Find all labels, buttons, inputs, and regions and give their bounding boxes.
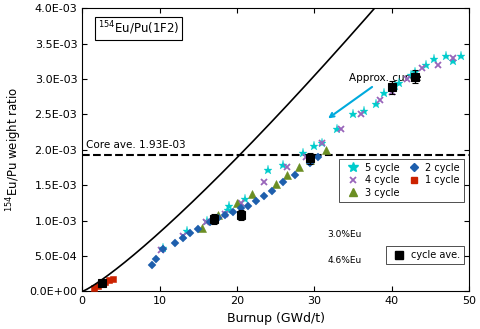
X-axis label: Burnup (GWd/t): Burnup (GWd/t): [227, 312, 324, 325]
3 cycle: [273, 182, 278, 186]
5 cycle: [412, 70, 418, 74]
5 cycle: [335, 127, 340, 131]
3 cycle: [215, 213, 220, 217]
2 cycle: [149, 263, 155, 266]
3 cycle: [296, 165, 301, 169]
Legend: cycle ave.: cycle ave.: [386, 246, 464, 264]
4 cycle: [284, 165, 290, 169]
5 cycle: [393, 84, 398, 88]
3 cycle: [323, 148, 329, 152]
5 cycle: [184, 229, 190, 233]
2 cycle: [307, 161, 313, 164]
4 cycle: [203, 220, 209, 224]
2 cycle: [195, 227, 201, 231]
4 cycle: [319, 141, 325, 145]
3 cycle: [250, 192, 255, 196]
2 cycle: [215, 216, 220, 220]
5 cycle: [431, 57, 437, 61]
4 cycle: [261, 180, 267, 184]
4 cycle: [222, 212, 228, 215]
4 cycle: [238, 201, 243, 205]
1 cycle: [103, 280, 108, 284]
2 cycle: [160, 247, 166, 251]
5 cycle: [312, 144, 317, 148]
5 cycle: [361, 109, 367, 113]
5 cycle: [408, 73, 414, 77]
Line: 5 cycle: 5 cycle: [159, 51, 466, 252]
1 cycle: [91, 286, 96, 290]
Text: Core ave. 1.93E-03: Core ave. 1.93E-03: [86, 140, 186, 150]
4 cycle: [158, 248, 164, 252]
4 cycle: [303, 155, 309, 159]
4 cycle: [338, 127, 344, 131]
Line: 2 cycle: 2 cycle: [149, 154, 321, 267]
5 cycle: [373, 102, 379, 106]
5 cycle: [242, 197, 248, 201]
4 cycle: [435, 63, 441, 67]
3 cycle: [199, 226, 205, 230]
5 cycle: [319, 141, 325, 145]
1 cycle: [110, 277, 116, 281]
Line: 1 cycle: 1 cycle: [90, 275, 117, 291]
2 cycle: [246, 204, 252, 208]
2 cycle: [188, 231, 193, 235]
4 cycle: [358, 113, 363, 116]
2 cycle: [222, 213, 228, 217]
1 cycle: [107, 278, 112, 282]
1 cycle: [95, 284, 100, 288]
2 cycle: [253, 199, 259, 203]
5 cycle: [204, 219, 210, 223]
Text: Approx. curve: Approx. curve: [330, 73, 421, 117]
Text: $^{154}$Eu/Pu(1F2): $^{154}$Eu/Pu(1F2): [97, 19, 179, 37]
4 cycle: [420, 66, 425, 70]
5 cycle: [396, 81, 402, 85]
4 cycle: [180, 234, 186, 238]
5 cycle: [226, 204, 232, 208]
5 cycle: [300, 151, 305, 155]
1 cycle: [98, 282, 104, 286]
5 cycle: [265, 168, 271, 172]
2 cycle: [172, 241, 178, 245]
5 cycle: [350, 113, 356, 116]
Text: 4.6%Eu: 4.6%Eu: [328, 256, 362, 265]
5 cycle: [443, 54, 448, 58]
2 cycle: [315, 155, 321, 159]
3 cycle: [234, 201, 240, 205]
Y-axis label: $^{154}$Eu/Pu weight ratio: $^{154}$Eu/Pu weight ratio: [4, 87, 24, 212]
2 cycle: [180, 236, 186, 240]
4 cycle: [377, 98, 383, 102]
2 cycle: [207, 220, 213, 224]
2 cycle: [238, 206, 243, 210]
5 cycle: [160, 245, 166, 249]
Line: 4 cycle: 4 cycle: [157, 54, 457, 254]
3 cycle: [284, 173, 290, 177]
3 cycle: [307, 159, 313, 163]
5 cycle: [423, 63, 429, 67]
5 cycle: [225, 208, 230, 212]
2 cycle: [261, 194, 267, 198]
5 cycle: [280, 164, 286, 167]
Line: 3 cycle: 3 cycle: [198, 146, 330, 232]
2 cycle: [269, 189, 275, 193]
2 cycle: [280, 180, 286, 184]
5 cycle: [458, 54, 464, 58]
5 cycle: [381, 91, 387, 95]
2 cycle: [292, 173, 298, 177]
5 cycle: [451, 59, 456, 63]
4 cycle: [389, 90, 395, 94]
2 cycle: [153, 257, 158, 261]
4 cycle: [404, 77, 410, 81]
4 cycle: [451, 56, 456, 60]
Text: 3.0%Eu: 3.0%Eu: [328, 230, 362, 239]
2 cycle: [230, 210, 236, 214]
